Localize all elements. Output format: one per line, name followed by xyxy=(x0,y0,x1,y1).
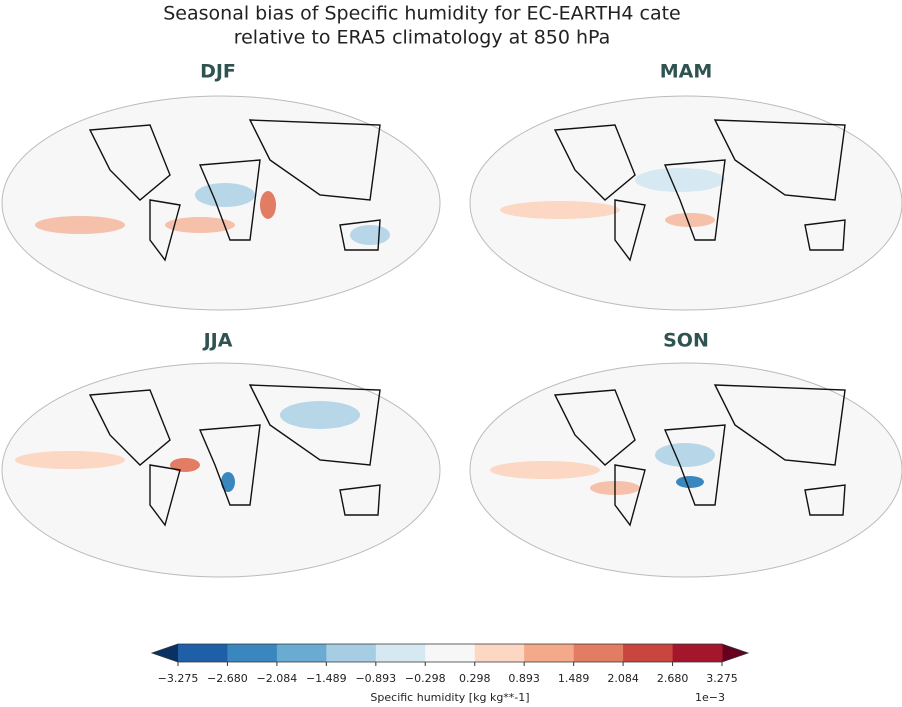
colorbar-bin xyxy=(227,644,278,662)
title-line: relative to ERA5 climatology at 850 hPa xyxy=(234,27,611,49)
colorbar-bin xyxy=(178,644,228,662)
colorbar-tick-label: 2.680 xyxy=(657,672,689,685)
colorbar-tick-label: −2.680 xyxy=(207,672,248,685)
colorbar-bin xyxy=(375,644,426,662)
colorbar-bin xyxy=(672,644,723,662)
colorbar-tick-label: −3.275 xyxy=(158,672,199,685)
colorbar-tick-label: −1.489 xyxy=(306,672,347,685)
map-mam xyxy=(469,95,902,311)
colorbar-bin xyxy=(623,644,674,662)
panel-title: JJA xyxy=(202,330,233,352)
colorbar-tick-label: −0.893 xyxy=(355,672,396,685)
colorbar-tick-label: −2.084 xyxy=(257,672,298,685)
colorbar-tick-label: 2.084 xyxy=(607,672,639,685)
colorbar-bin xyxy=(573,644,624,662)
colorbar-bin xyxy=(474,644,525,662)
colorbar-over xyxy=(722,644,748,662)
colorbar-bin xyxy=(326,644,377,662)
colorbar-under xyxy=(152,644,178,662)
colorbar: −3.275 −2.680 −2.084 −1.489 −0.893 −0.298 0.29… xyxy=(150,643,750,685)
map-jja xyxy=(1,362,441,578)
map-djf xyxy=(1,95,441,311)
panel-title: MAM xyxy=(660,61,713,83)
colorbar-tick-label: 3.275 xyxy=(706,672,738,685)
panel-title: SON xyxy=(663,330,709,352)
colorbar-tick-label: 0.893 xyxy=(508,672,540,685)
colorbar-bin xyxy=(524,644,575,662)
colorbar-label: Specific humidity [kg kg**-1] xyxy=(370,691,529,704)
colorbar-bin xyxy=(425,644,476,662)
colorbar-tick-label: 0.298 xyxy=(459,672,491,685)
colorbar-bin xyxy=(276,644,327,662)
colorbar-tick-label: −0.298 xyxy=(405,672,446,685)
title-line: Seasonal bias of Specific humidity for E… xyxy=(163,3,681,25)
colorbar-tick-label: 1.489 xyxy=(558,672,590,685)
map-son xyxy=(469,362,902,578)
colorbar-exponent: 1e−3 xyxy=(695,691,725,704)
panel-title: DJF xyxy=(200,61,236,83)
